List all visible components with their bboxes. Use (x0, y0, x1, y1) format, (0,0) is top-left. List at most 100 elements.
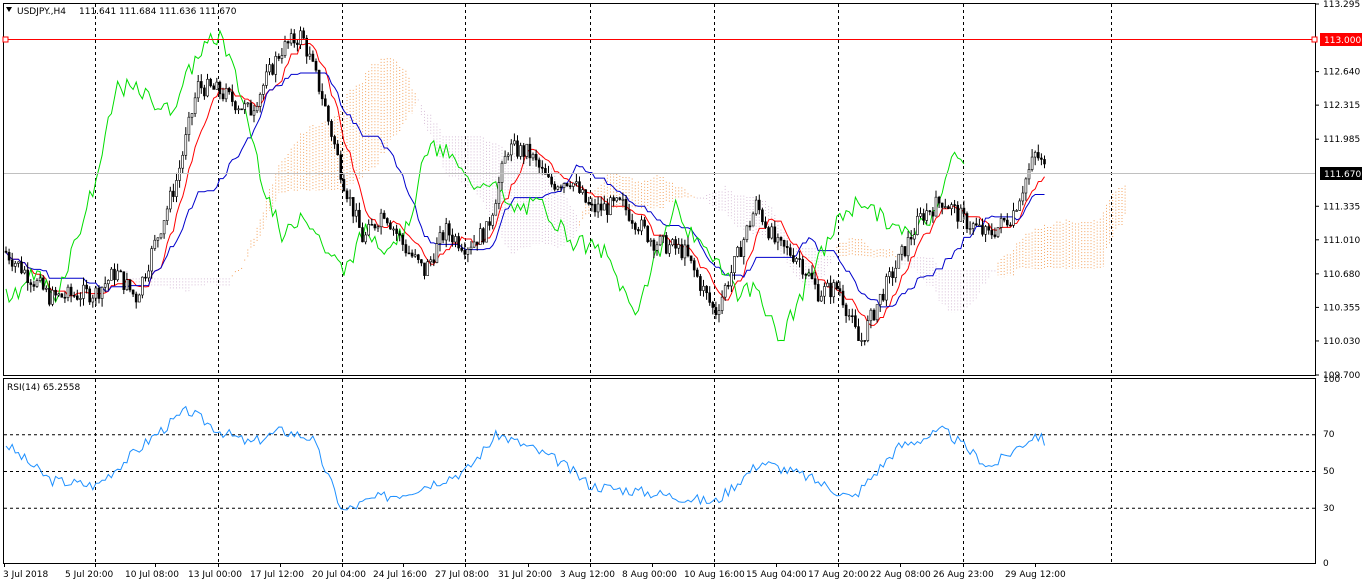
candle (17, 261, 20, 264)
candle (1024, 178, 1028, 194)
candle (447, 223, 451, 236)
candle (999, 218, 1003, 228)
candle (122, 271, 126, 290)
candle (1018, 200, 1022, 211)
candle (627, 209, 631, 221)
candle (463, 250, 467, 255)
candle (438, 232, 442, 244)
candle (692, 260, 696, 271)
candle (888, 271, 891, 277)
candle (243, 103, 246, 110)
candle (413, 254, 417, 257)
candle (664, 235, 668, 254)
candle (894, 267, 898, 279)
candle (404, 244, 408, 254)
candle (119, 270, 122, 273)
candle (990, 229, 994, 236)
time-tick-label: 26 Aug 23:00 (933, 570, 994, 580)
candle (237, 108, 240, 111)
candle (947, 206, 950, 209)
candle (482, 228, 485, 243)
candle (857, 326, 860, 341)
candle (454, 236, 457, 243)
candle (863, 340, 867, 342)
candle (618, 197, 622, 200)
candle (159, 233, 163, 239)
candle (974, 223, 978, 226)
candle (1021, 192, 1025, 202)
candle (190, 113, 194, 118)
candle (506, 154, 510, 157)
candle (472, 241, 476, 248)
candle (537, 159, 541, 168)
candle (906, 237, 910, 257)
candle (351, 197, 355, 217)
candle (234, 101, 237, 111)
candle (407, 252, 411, 255)
candle (745, 225, 749, 240)
candle (540, 166, 544, 169)
candle (10, 259, 14, 267)
candles (4, 26, 1046, 347)
level-tag: 113.000 (1324, 36, 1361, 46)
price-tick-label: 110.355 (1323, 303, 1360, 313)
candle (981, 224, 984, 235)
candle (420, 259, 423, 264)
candle (485, 221, 488, 243)
price-tag-bg (1320, 167, 1362, 180)
candle (441, 232, 445, 241)
tenkan-sen-line (5, 43, 1045, 326)
time-tick-label: 31 Jul 20:00 (498, 570, 552, 580)
candle (336, 143, 340, 156)
candle (847, 315, 851, 318)
candle (144, 276, 147, 279)
candle (544, 168, 547, 175)
candle (900, 246, 904, 255)
rsi-tick-label: 70 (1323, 430, 1335, 440)
candle (165, 208, 169, 221)
candle (249, 102, 253, 116)
price-tick-label: 112.640 (1323, 68, 1360, 78)
candle (841, 290, 845, 306)
candle (826, 282, 829, 287)
candle (491, 214, 495, 226)
level-line-handle-left[interactable] (2, 36, 9, 43)
candle (838, 288, 842, 292)
candle (1002, 218, 1006, 221)
candle (754, 199, 758, 215)
level-line-handle-right[interactable] (1311, 36, 1318, 43)
candle (240, 108, 243, 111)
time-tick-label: 27 Jul 08:00 (435, 570, 489, 580)
candle (810, 272, 814, 280)
triangle-down-icon[interactable] (6, 7, 12, 12)
candle (162, 220, 166, 235)
time-tick-label: 24 Jul 16:00 (373, 570, 427, 580)
candle (131, 289, 135, 295)
candle (286, 41, 290, 44)
candle (658, 235, 662, 246)
candle (788, 247, 792, 256)
candle (519, 145, 522, 157)
kijun-sen-line (5, 72, 1045, 308)
candle (708, 292, 712, 303)
candle (172, 190, 175, 197)
time-tick-label: 17 Jul 12:00 (250, 570, 304, 580)
candle (23, 269, 26, 274)
candle (581, 189, 584, 193)
candle (367, 224, 371, 236)
price-tick-label: 110.030 (1323, 337, 1360, 347)
candle (503, 155, 507, 164)
candle (711, 302, 715, 308)
candle (79, 298, 82, 300)
candle (373, 224, 377, 229)
candle (460, 247, 464, 251)
candle (147, 270, 150, 279)
candle (314, 61, 318, 71)
candle (534, 153, 538, 161)
candle (156, 237, 160, 241)
candle (488, 221, 491, 226)
candle (54, 289, 57, 296)
candle (345, 190, 349, 200)
candle (776, 237, 780, 243)
